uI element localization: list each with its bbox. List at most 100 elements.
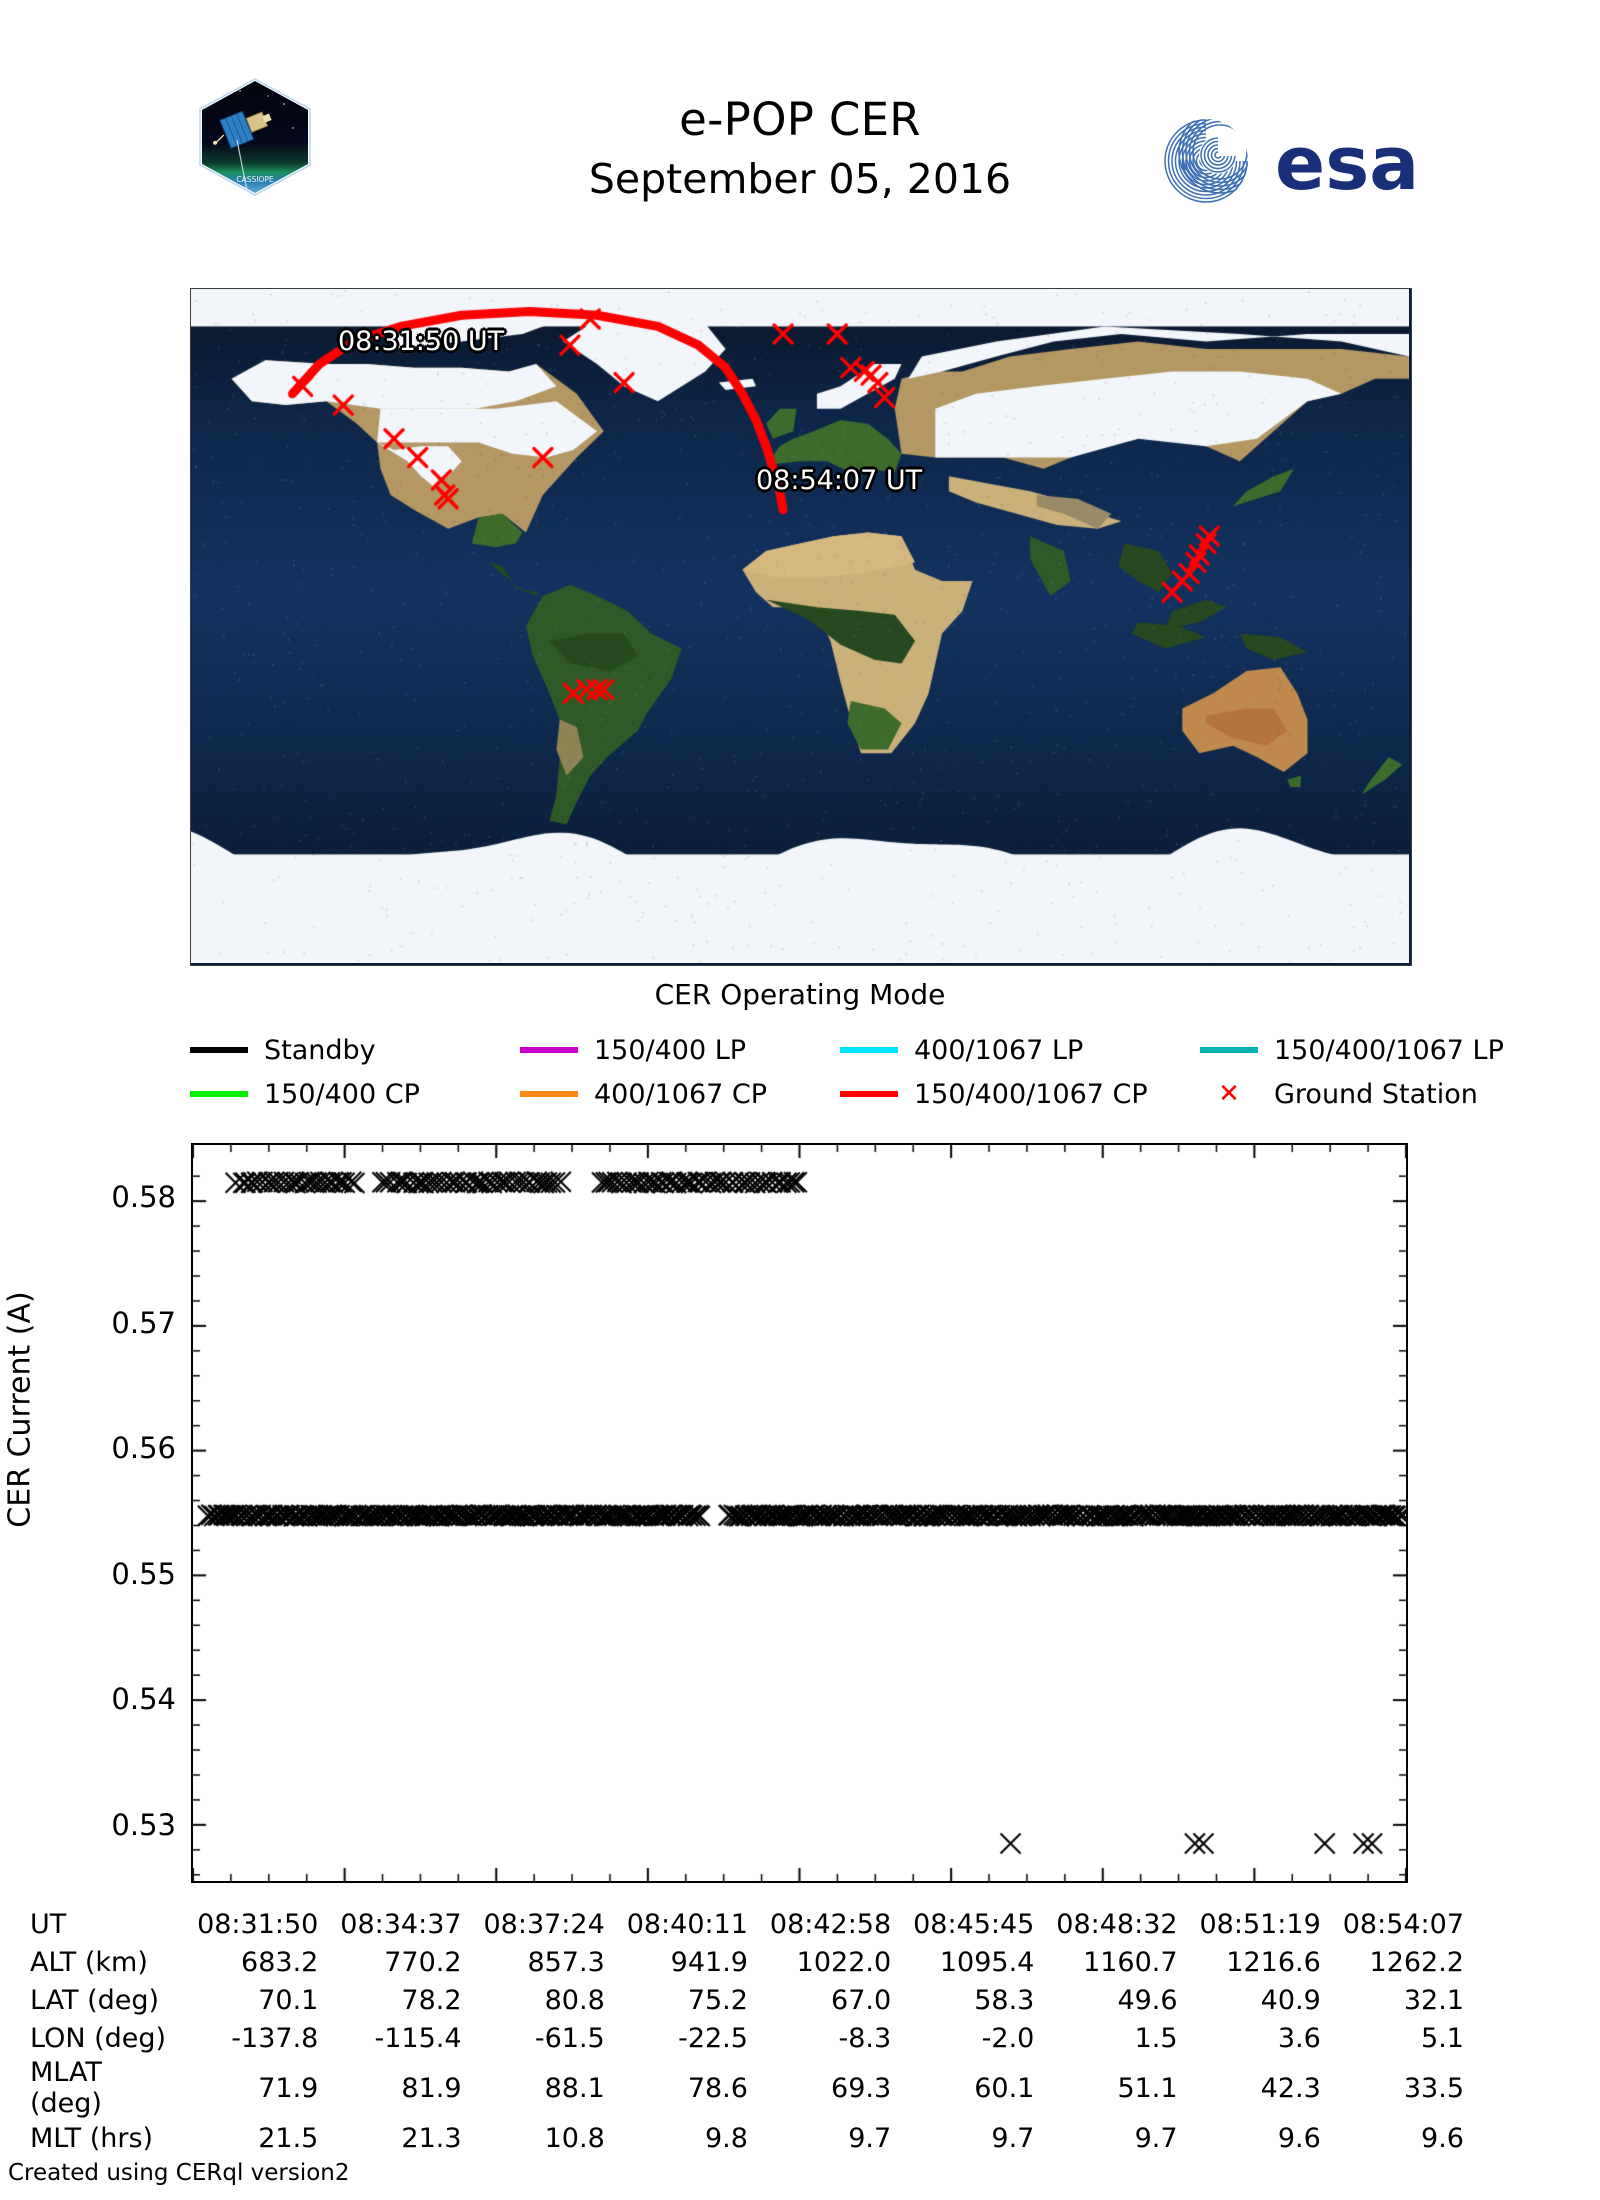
table-cell: 08:34:37 bbox=[324, 1905, 467, 1943]
ground-station-marker-icon: ✕ bbox=[1200, 1079, 1258, 1109]
table-cell: 08:54:07 bbox=[1327, 1905, 1470, 1943]
legend-item-150-400-1067-cp: 150/400/1067 CP bbox=[840, 1079, 1200, 1110]
table-row: ALT (km) 683.2 770.2 857.3 941.9 1022.0 1095.4… bbox=[30, 1943, 1470, 1981]
legend-item-ground-station: ✕ Ground Station bbox=[1200, 1079, 1440, 1110]
table-row-header: ALT (km) bbox=[30, 1943, 181, 1981]
table-cell: 33.5 bbox=[1327, 2057, 1470, 2119]
table-cell: 08:51:19 bbox=[1184, 1905, 1327, 1943]
legend-item-400-1067-cp: 400/1067 CP bbox=[520, 1079, 840, 1110]
y-tick-label: 0.55 bbox=[0, 1557, 176, 1591]
table-cell: -137.8 bbox=[181, 2019, 324, 2057]
y-tick-label: 0.57 bbox=[0, 1306, 176, 1340]
table-cell: 9.6 bbox=[1327, 2119, 1470, 2157]
table-cell: 51.1 bbox=[1040, 2057, 1183, 2119]
table-cell: 80.8 bbox=[468, 1981, 611, 2019]
table-cell: 70.1 bbox=[181, 1981, 324, 2019]
page-header: CASSIOPE e-POP CER September 05, 2016 bbox=[0, 0, 1600, 200]
table-cell: 770.2 bbox=[324, 1943, 467, 1981]
legend-label: 150/400 CP bbox=[264, 1079, 420, 1110]
map-end-time-label: 08:54:07 UT bbox=[756, 465, 922, 496]
ephemeris-table: UT 08:31:50 08:34:37 08:37:24 08:40:11 08:42:… bbox=[30, 1905, 1470, 2157]
legend: Standby 150/400 LP 400/1067 LP 150/400/1067… bbox=[190, 1028, 1440, 1116]
table-cell: 58.3 bbox=[897, 1981, 1040, 2019]
table-row: UT 08:31:50 08:34:37 08:37:24 08:40:11 08:42:… bbox=[30, 1905, 1470, 1943]
table-cell: 3.6 bbox=[1184, 2019, 1327, 2057]
table-cell: 1095.4 bbox=[897, 1943, 1040, 1981]
legend-label: Ground Station bbox=[1274, 1079, 1478, 1110]
table-cell: 78.2 bbox=[324, 1981, 467, 2019]
legend-row: Standby 150/400 LP 400/1067 LP 150/400/1067… bbox=[190, 1028, 1440, 1072]
table-row: LON (deg) -137.8 -115.4 -61.5 -22.5 -8.3 -2.0 1… bbox=[30, 2019, 1470, 2057]
table-cell: 08:31:50 bbox=[181, 1905, 324, 1943]
table-cell: 88.1 bbox=[468, 2057, 611, 2119]
table-cell: -115.4 bbox=[324, 2019, 467, 2057]
legend-row: 150/400 CP 400/1067 CP 150/400/1067 CP ✕ Gro… bbox=[190, 1072, 1440, 1116]
map-start-time-label: 08:31:50 UT bbox=[338, 326, 504, 357]
table-cell: 75.2 bbox=[611, 1981, 754, 2019]
legend-label: 400/1067 LP bbox=[914, 1035, 1083, 1066]
legend-item-400-1067-lp: 400/1067 LP bbox=[840, 1035, 1200, 1066]
y-tick-label: 0.58 bbox=[0, 1180, 176, 1214]
esa-wordmark: esa bbox=[1275, 121, 1419, 207]
table-cell: 9.8 bbox=[611, 2119, 754, 2157]
table-cell: -22.5 bbox=[611, 2019, 754, 2057]
table-cell: 941.9 bbox=[611, 1943, 754, 1981]
page-title: e-POP CER bbox=[400, 92, 1200, 148]
table-cell: 08:37:24 bbox=[468, 1905, 611, 1943]
legend-color-swatch bbox=[840, 1091, 898, 1097]
table-cell: 9.7 bbox=[1040, 2119, 1183, 2157]
legend-label: 150/400 LP bbox=[594, 1035, 746, 1066]
table-row-header: UT bbox=[30, 1905, 181, 1943]
table-cell: 9.7 bbox=[754, 2119, 897, 2157]
table-cell: 40.9 bbox=[1184, 1981, 1327, 2019]
table-cell: 42.3 bbox=[1184, 2057, 1327, 2119]
table-cell: 857.3 bbox=[468, 1943, 611, 1981]
table-cell: 67.0 bbox=[754, 1981, 897, 2019]
table-cell: 10.8 bbox=[468, 2119, 611, 2157]
cer-current-plot bbox=[191, 1143, 1408, 1883]
table-cell: 21.3 bbox=[324, 2119, 467, 2157]
table-row: LAT (deg) 70.1 78.2 80.8 75.2 67.0 58.3 49.6 40.… bbox=[30, 1981, 1470, 2019]
legend-item-150-400-lp: 150/400 LP bbox=[520, 1035, 840, 1066]
cassiope-logo-text: CASSIOPE bbox=[236, 175, 274, 184]
table-cell: -61.5 bbox=[468, 2019, 611, 2057]
table-cell: 9.6 bbox=[1184, 2119, 1327, 2157]
table-cell: 1216.6 bbox=[1184, 1943, 1327, 1981]
table-cell: 69.3 bbox=[754, 2057, 897, 2119]
map-image bbox=[191, 289, 1409, 963]
legend-color-swatch bbox=[520, 1047, 578, 1053]
page-date: September 05, 2016 bbox=[400, 148, 1200, 210]
table-cell: 21.5 bbox=[181, 2119, 324, 2157]
table-cell: 08:40:11 bbox=[611, 1905, 754, 1943]
table-cell: 1.5 bbox=[1040, 2019, 1183, 2057]
y-tick-label: 0.54 bbox=[0, 1682, 176, 1716]
ground-track-map: 08:31:50 UT 08:54:07 UT bbox=[190, 288, 1412, 966]
legend-color-swatch bbox=[840, 1047, 898, 1053]
table-cell: 78.6 bbox=[611, 2057, 754, 2119]
table-cell: 60.1 bbox=[897, 2057, 1040, 2119]
table-cell: 08:48:32 bbox=[1040, 1905, 1183, 1943]
legend-label: 150/400/1067 LP bbox=[1274, 1035, 1504, 1066]
table-cell: 81.9 bbox=[324, 2057, 467, 2119]
table-cell: 49.6 bbox=[1040, 1981, 1183, 2019]
table-row-header: LON (deg) bbox=[30, 2019, 181, 2057]
legend-color-swatch bbox=[1200, 1047, 1258, 1053]
table-cell: 1160.7 bbox=[1040, 1943, 1183, 1981]
legend-color-swatch bbox=[190, 1047, 248, 1053]
table-row-header: LAT (deg) bbox=[30, 1981, 181, 2019]
legend-color-swatch bbox=[520, 1091, 578, 1097]
table-cell: -8.3 bbox=[754, 2019, 897, 2057]
legend-item-standby: Standby bbox=[190, 1035, 520, 1066]
esa-logo-icon: esa bbox=[1160, 115, 1450, 207]
table-cell: 08:45:45 bbox=[897, 1905, 1040, 1943]
table-cell: 08:42:58 bbox=[754, 1905, 897, 1943]
y-tick-label: 0.53 bbox=[0, 1808, 176, 1842]
table-row-header: MLAT (deg) bbox=[30, 2057, 181, 2119]
legend-item-150-400-cp: 150/400 CP bbox=[190, 1079, 520, 1110]
table-cell: 5.1 bbox=[1327, 2019, 1470, 2057]
scatter-plot-canvas bbox=[193, 1145, 1406, 1881]
legend-item-150-400-1067-lp: 150/400/1067 LP bbox=[1200, 1035, 1440, 1066]
legend-color-swatch bbox=[190, 1091, 248, 1097]
legend-label: 150/400/1067 CP bbox=[914, 1079, 1148, 1110]
table-cell: 9.7 bbox=[897, 2119, 1040, 2157]
